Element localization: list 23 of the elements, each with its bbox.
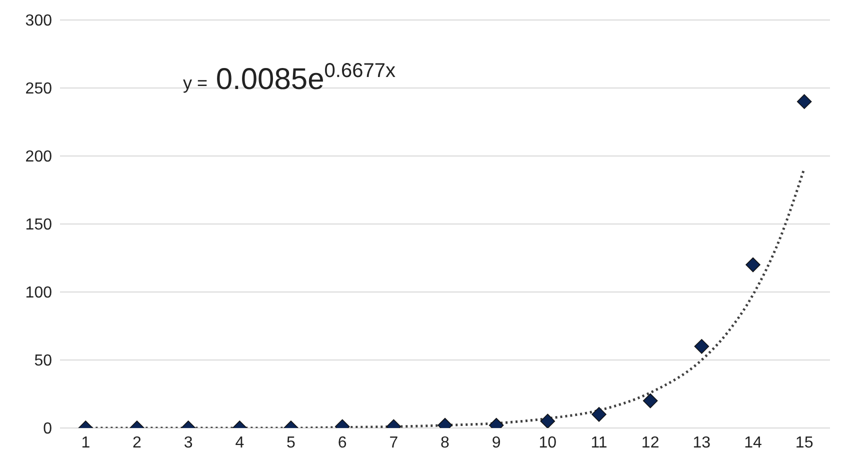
x-tick-label: 14: [744, 434, 762, 452]
x-tick-label: 4: [235, 434, 244, 452]
x-tick-label: 10: [538, 434, 557, 452]
x-tick-label: 7: [389, 434, 398, 452]
x-tick-label: 9: [492, 434, 501, 452]
x-tick-label: 3: [184, 434, 193, 452]
y-tick-label: 250: [25, 80, 52, 98]
x-tick-label: 2: [132, 434, 142, 452]
y-tick-label: 100: [25, 284, 52, 302]
annotation: y = 0.0085e$^{0.6677x}$: [183, 60, 396, 96]
x-tick-label: 11: [590, 434, 608, 452]
x-tick-label: 12: [641, 434, 660, 452]
y-tick-label: 0: [43, 420, 52, 438]
y-tick-label: 300: [25, 12, 52, 30]
x-tick-label: 1: [81, 434, 90, 452]
x-tick-label: 5: [286, 434, 296, 452]
x-tick-label: 15: [795, 434, 814, 452]
x-tick-label: 6: [338, 434, 347, 452]
y-tick-label: 50: [34, 352, 52, 370]
y-tick-label: 200: [25, 148, 52, 166]
y-tick-label: 150: [25, 216, 52, 234]
x-tick-label: 8: [440, 434, 450, 452]
x-tick-label: 13: [692, 434, 711, 452]
